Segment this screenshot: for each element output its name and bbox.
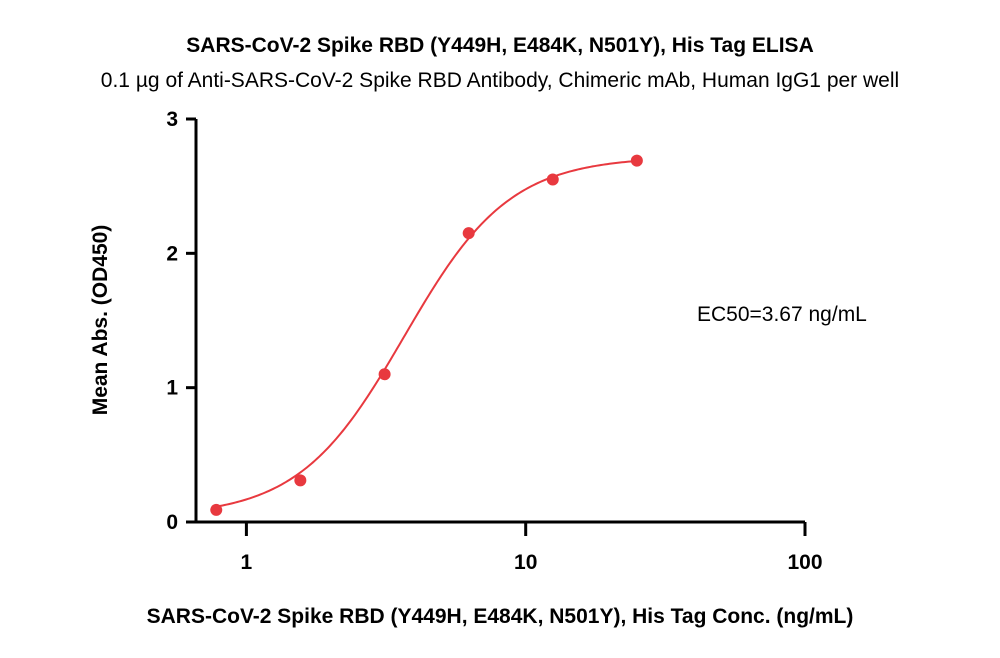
y-axis: 0 1 2 3 <box>166 108 198 534</box>
ec50-annotation: EC50=3.67 ng/mL <box>697 303 867 326</box>
y-ticks: 0 1 2 3 <box>166 108 196 534</box>
y-axis-title: Mean Abs. (OD450) <box>89 225 112 416</box>
chart-subtitle: 0.1 µg of Anti-SARS-CoV-2 Spike RBD Anti… <box>101 69 899 92</box>
x-axis: 1 10 100 <box>196 520 823 574</box>
y-tick-label: 2 <box>166 242 178 265</box>
x-tick-label: 1 <box>241 551 253 574</box>
x-tick-label: 10 <box>514 551 537 574</box>
data-point <box>378 368 391 381</box>
x-tick-label: 100 <box>787 551 822 574</box>
fit-curve <box>216 159 637 508</box>
chart-title: SARS-CoV-2 Spike RBD (Y449H, E484K, N501… <box>186 34 813 57</box>
data-point <box>630 154 643 167</box>
data-point <box>462 227 475 240</box>
y-tick-label: 0 <box>166 511 178 534</box>
data-points <box>210 154 643 516</box>
data-point <box>210 503 223 516</box>
data-point <box>546 173 559 186</box>
x-axis-title: SARS-CoV-2 Spike RBD (Y449H, E484K, N501… <box>147 605 854 628</box>
y-tick-label: 1 <box>166 377 178 400</box>
data-point <box>294 474 307 487</box>
y-tick-label: 3 <box>166 108 178 131</box>
x-ticks: 1 10 100 <box>241 522 823 574</box>
